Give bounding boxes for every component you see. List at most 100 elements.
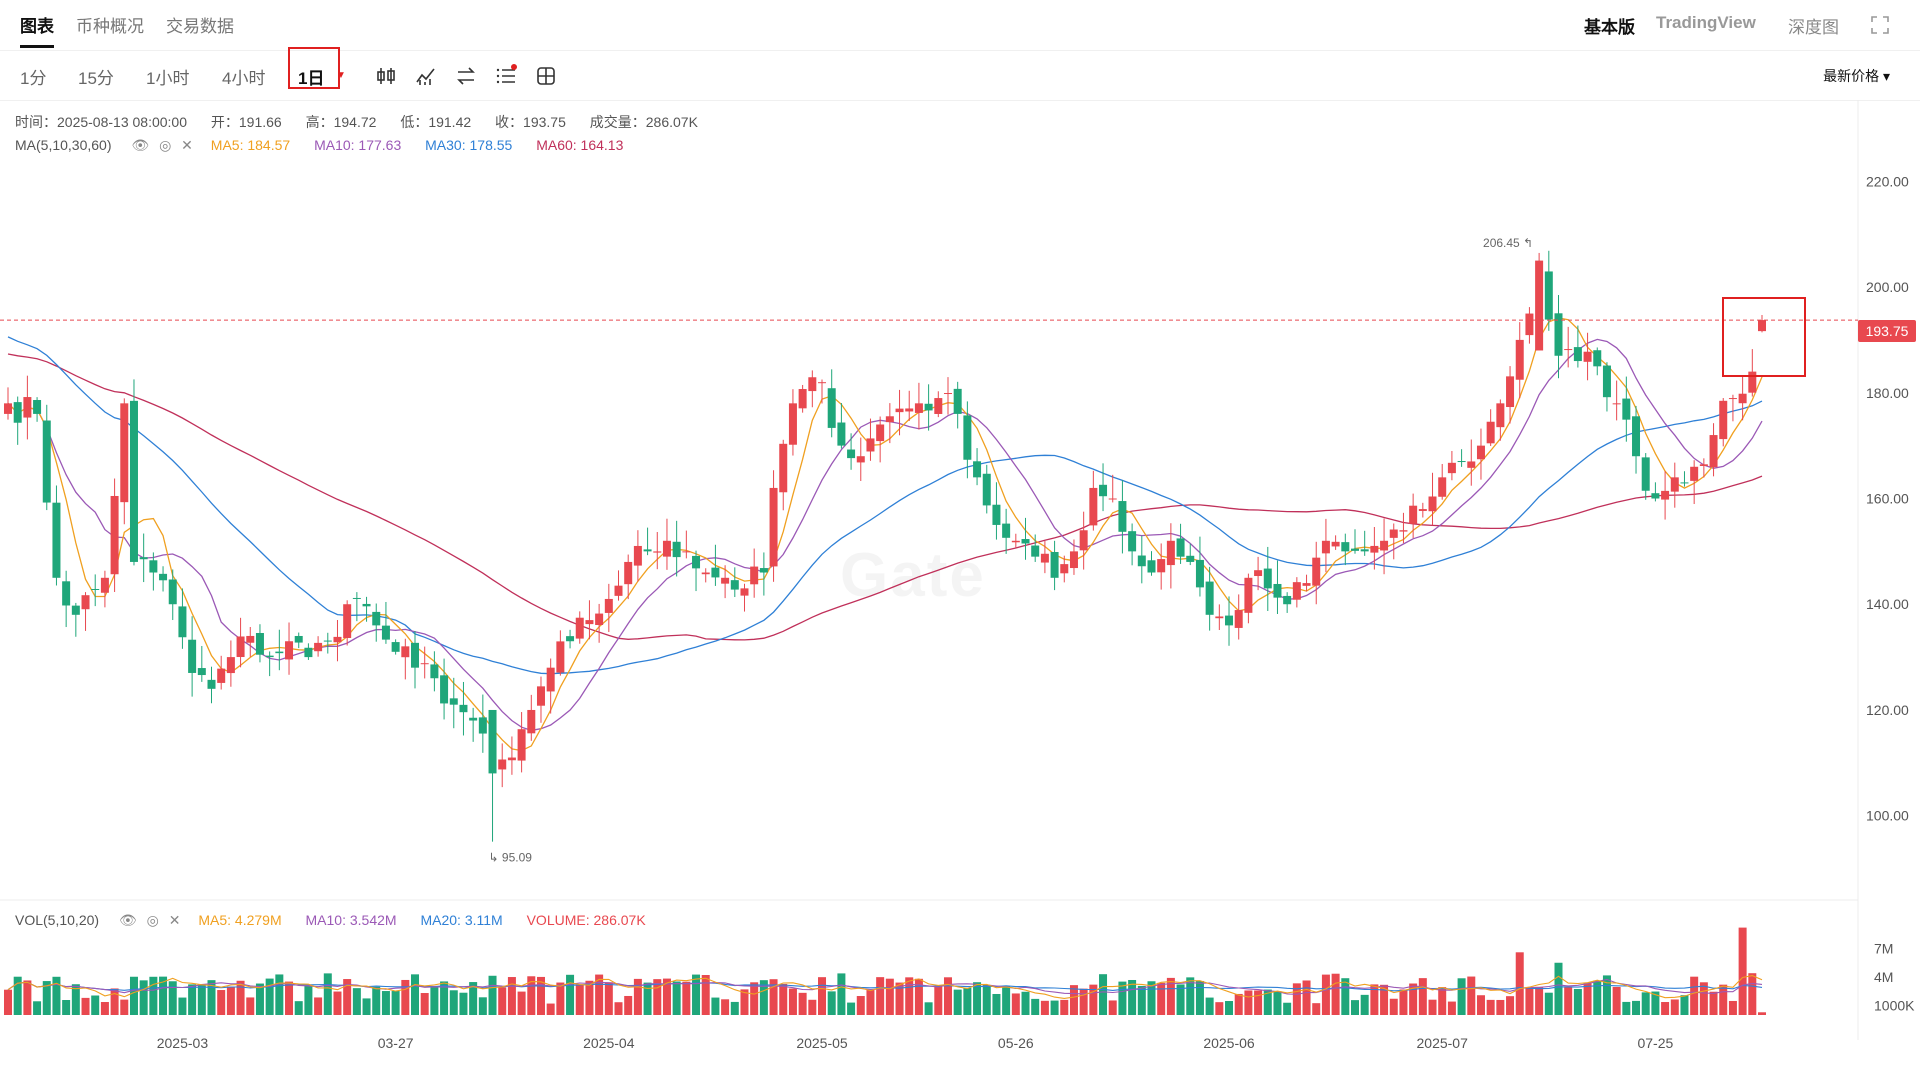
candle-body <box>1399 530 1408 532</box>
fullscreen-icon[interactable] <box>1870 15 1890 35</box>
candlestick-icon[interactable] <box>374 64 398 88</box>
tab-coin-overview[interactable]: 币种概况 <box>76 17 144 36</box>
volume-bar <box>1283 1002 1292 1015</box>
volume-bar <box>1341 978 1350 1015</box>
timeframe-15m[interactable]: 15分 <box>78 69 114 88</box>
latest-candle-highlight <box>1722 297 1806 377</box>
candle-body <box>1632 416 1641 457</box>
candle-body <box>507 757 516 761</box>
tab-chart[interactable]: 图表 <box>20 17 54 36</box>
close-icon[interactable]: ✕ <box>181 137 193 153</box>
timeframe-1m[interactable]: 1分 <box>20 69 47 88</box>
volume-bar <box>1089 984 1098 1015</box>
candle-body <box>1341 542 1350 552</box>
info-low: 低：191.42 <box>400 114 472 130</box>
volume-bar <box>895 982 904 1015</box>
candle-body <box>343 604 352 638</box>
basic-version-link[interactable]: 基本版 <box>1584 18 1635 37</box>
candle-body <box>1719 400 1728 440</box>
candle-body <box>1157 559 1166 573</box>
volume-bar <box>517 991 526 1015</box>
volume-bar <box>1331 973 1340 1015</box>
volume-bar <box>1399 989 1408 1015</box>
vol-close-icon[interactable]: ✕ <box>168 912 181 928</box>
price-type-select[interactable]: 最新价格 ▾ <box>1823 68 1890 84</box>
candle-body <box>818 382 827 384</box>
volume-bar <box>62 1000 71 1015</box>
volume-bar <box>1612 986 1621 1015</box>
volume-bar <box>1428 999 1437 1015</box>
candle-body <box>265 655 274 658</box>
volume-bar <box>1564 986 1573 1015</box>
volume-bar <box>1486 999 1495 1015</box>
layout-icon[interactable] <box>534 64 558 88</box>
price-tick-label: 220.00 <box>1866 173 1909 189</box>
volume-tick-label: 4M <box>1874 969 1893 985</box>
volume-bar <box>662 978 671 1015</box>
candle-body <box>62 581 71 606</box>
candle-body <box>1593 350 1602 367</box>
volume-bar <box>120 999 129 1015</box>
volume-bar <box>1719 984 1728 1015</box>
info-time: 时间：2025-08-13 08:00:00 <box>15 114 187 130</box>
vol-ma20-value: MA20: 3.11M <box>420 912 503 928</box>
volume-bar <box>411 974 420 1015</box>
volume-bar <box>536 976 545 1015</box>
candle-body <box>1457 461 1466 463</box>
timeframe-1h[interactable]: 1小时 <box>146 69 190 88</box>
candle-body <box>1573 347 1582 362</box>
time-tick-label: 2025-05 <box>796 1035 848 1051</box>
depth-chart-link[interactable]: 深度图 <box>1788 18 1839 37</box>
price-tick-label: 140.00 <box>1866 596 1909 612</box>
candle-body <box>333 636 342 643</box>
volume-bar <box>1021 991 1030 1015</box>
volume-bar <box>323 973 332 1015</box>
timeframe-dropdown-icon[interactable]: ▼ <box>336 70 346 81</box>
candle-body <box>1244 577 1253 613</box>
candle-body <box>459 704 468 713</box>
volume-bar <box>343 979 352 1015</box>
volume-bar <box>1699 982 1708 1015</box>
vol-ma5-line <box>7 975 1763 999</box>
tab-trade-data[interactable]: 交易数据 <box>166 17 234 36</box>
candle-body <box>1176 538 1185 557</box>
candle-body <box>352 597 361 599</box>
volume-bar <box>488 975 497 1015</box>
vol-settings-icon[interactable]: ◎ <box>146 912 159 928</box>
volume-bar <box>1418 978 1427 1015</box>
settings-icon[interactable]: ◎ <box>159 137 172 153</box>
candle-body <box>33 400 42 414</box>
price-tick-label: 180.00 <box>1866 385 1909 401</box>
tradingview-link[interactable]: TradingView <box>1656 13 1756 32</box>
volume-bar <box>692 974 701 1015</box>
candle-body <box>788 403 797 445</box>
volume-bar <box>255 983 264 1015</box>
settings-list-icon[interactable] <box>494 64 518 88</box>
ma10-value: MA10: 177.63 <box>314 137 402 153</box>
compare-icon[interactable] <box>454 64 478 88</box>
candle-body <box>1467 461 1476 468</box>
volume-bar <box>837 973 846 1015</box>
volume-bar <box>1661 1002 1670 1015</box>
indicator-icon[interactable] <box>414 64 438 88</box>
volume-bar <box>1447 1001 1456 1015</box>
candle-body <box>1602 365 1611 398</box>
eye-icon[interactable]: 👁 <box>131 137 150 153</box>
volume-bar <box>682 981 691 1015</box>
candle-body <box>1331 541 1340 547</box>
candle-body <box>236 636 245 658</box>
candle-body <box>178 606 187 638</box>
candle-body <box>866 438 875 452</box>
volume-bar <box>730 1001 739 1015</box>
volume-tick-label: 7M <box>1874 941 1893 957</box>
timeframe-1d[interactable]: 1日 <box>298 69 325 88</box>
volume-bar <box>1166 977 1175 1015</box>
candle-body <box>1273 583 1282 598</box>
info-high: 高：194.72 <box>305 114 377 130</box>
timeframe-4h[interactable]: 4小时 <box>222 69 266 88</box>
vol-eye-icon[interactable]: 👁 <box>118 912 137 928</box>
candle-body <box>982 473 991 506</box>
time-tick-label: 2025-03 <box>157 1035 209 1051</box>
candle-body <box>973 461 982 478</box>
